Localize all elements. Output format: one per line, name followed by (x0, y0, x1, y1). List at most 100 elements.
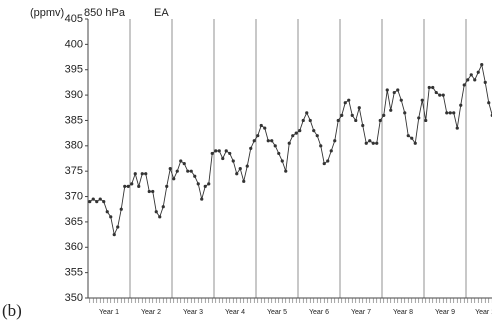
data-point (455, 126, 459, 130)
data-point (434, 90, 438, 95)
data-point (235, 172, 239, 176)
region-label: EA (154, 7, 169, 19)
data-point (126, 184, 130, 188)
data-point (123, 184, 127, 188)
data-point (431, 85, 435, 90)
data-point (287, 141, 291, 145)
data-point (175, 169, 179, 173)
data-point (284, 169, 288, 173)
data-point (112, 232, 116, 237)
data-point (273, 144, 277, 148)
data-point (119, 207, 123, 211)
data-point (105, 210, 109, 214)
data-point (410, 136, 414, 140)
data-point (438, 93, 442, 97)
data-point (228, 151, 232, 156)
level-label: 850 hPa (84, 7, 126, 19)
data-point (333, 139, 337, 143)
x-tick-label: Year 4 (225, 309, 245, 316)
data-point (151, 189, 155, 194)
data-point (147, 189, 151, 194)
data-point (277, 151, 281, 156)
data-point (161, 205, 165, 209)
data-point (441, 93, 445, 97)
data-point (242, 179, 246, 183)
data-point (371, 141, 375, 145)
data-point (336, 118, 340, 123)
data-point (417, 116, 421, 120)
data-point (368, 139, 372, 143)
data-point (217, 149, 221, 153)
data-point (259, 123, 263, 128)
x-tick-label: Year 3 (183, 309, 203, 316)
data-point (350, 113, 354, 117)
data-point (462, 83, 466, 87)
data-point (406, 134, 410, 138)
data-point (459, 103, 463, 107)
data-point (480, 63, 484, 67)
data-point (266, 139, 270, 143)
data-point (214, 149, 218, 153)
data-point (473, 78, 477, 82)
data-point (466, 78, 470, 82)
data-point (238, 167, 242, 171)
y-tick-label: 380 (65, 140, 83, 152)
data-point (305, 111, 309, 115)
data-point (270, 139, 274, 143)
y-tick-label: 405 (65, 13, 83, 25)
data-point (403, 111, 407, 115)
data-point (319, 144, 323, 148)
data-point (347, 98, 351, 102)
data-point (424, 118, 428, 123)
data-point (280, 159, 284, 163)
data-point (200, 197, 204, 201)
data-point (158, 215, 162, 219)
data-point (301, 118, 305, 123)
data-point (263, 126, 267, 130)
data-point (375, 141, 379, 145)
data-point (399, 98, 403, 102)
data-point (109, 215, 113, 219)
data-point (326, 159, 330, 163)
data-point (364, 141, 368, 145)
data-point (231, 159, 235, 163)
data-point (389, 108, 393, 112)
data-point (91, 197, 95, 201)
y-tick-label: 365 (65, 216, 83, 228)
unit-label: (ppmv) (30, 7, 64, 19)
data-point (88, 200, 92, 204)
x-tick-label: Year 10 (475, 309, 492, 316)
y-tick-label: 360 (65, 241, 83, 253)
data-point (95, 200, 99, 204)
data-point (165, 184, 169, 188)
data-point (413, 141, 417, 145)
x-tick-label: Year 8 (393, 309, 413, 316)
data-point (207, 182, 211, 186)
data-point (487, 101, 491, 105)
data-point (469, 73, 473, 77)
x-tick-label: Year 9 (435, 309, 455, 316)
data-point (308, 118, 312, 123)
data-point (392, 90, 396, 95)
x-tick-label: Year 1 (99, 309, 119, 316)
data-point (140, 172, 144, 176)
y-tick-label: 390 (65, 89, 83, 101)
data-point (452, 111, 456, 115)
data-point (196, 182, 200, 186)
data-point (445, 111, 449, 115)
data-point (137, 184, 141, 188)
data-point (396, 88, 400, 92)
data-point (252, 139, 256, 143)
y-tick-label: 370 (65, 190, 83, 202)
data-point (361, 123, 365, 128)
y-tick-label: 375 (65, 165, 83, 177)
data-point (294, 131, 298, 135)
data-point (354, 118, 358, 123)
data-point (420, 98, 424, 102)
data-point (102, 200, 106, 204)
data-point (476, 70, 480, 74)
data-point (154, 210, 158, 214)
panel-label: (b) (2, 301, 22, 320)
y-tick-label: 385 (65, 114, 83, 126)
y-tick-label: 400 (65, 38, 83, 50)
